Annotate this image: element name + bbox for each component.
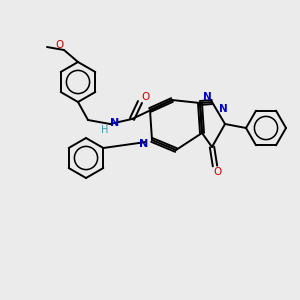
Text: H: H (101, 125, 109, 135)
Text: O: O (141, 92, 149, 102)
Text: N: N (202, 92, 211, 101)
Text: O: O (56, 40, 64, 50)
Text: N: N (140, 139, 148, 149)
Text: N: N (110, 118, 120, 128)
Text: N: N (219, 104, 228, 114)
Text: O: O (214, 167, 222, 177)
